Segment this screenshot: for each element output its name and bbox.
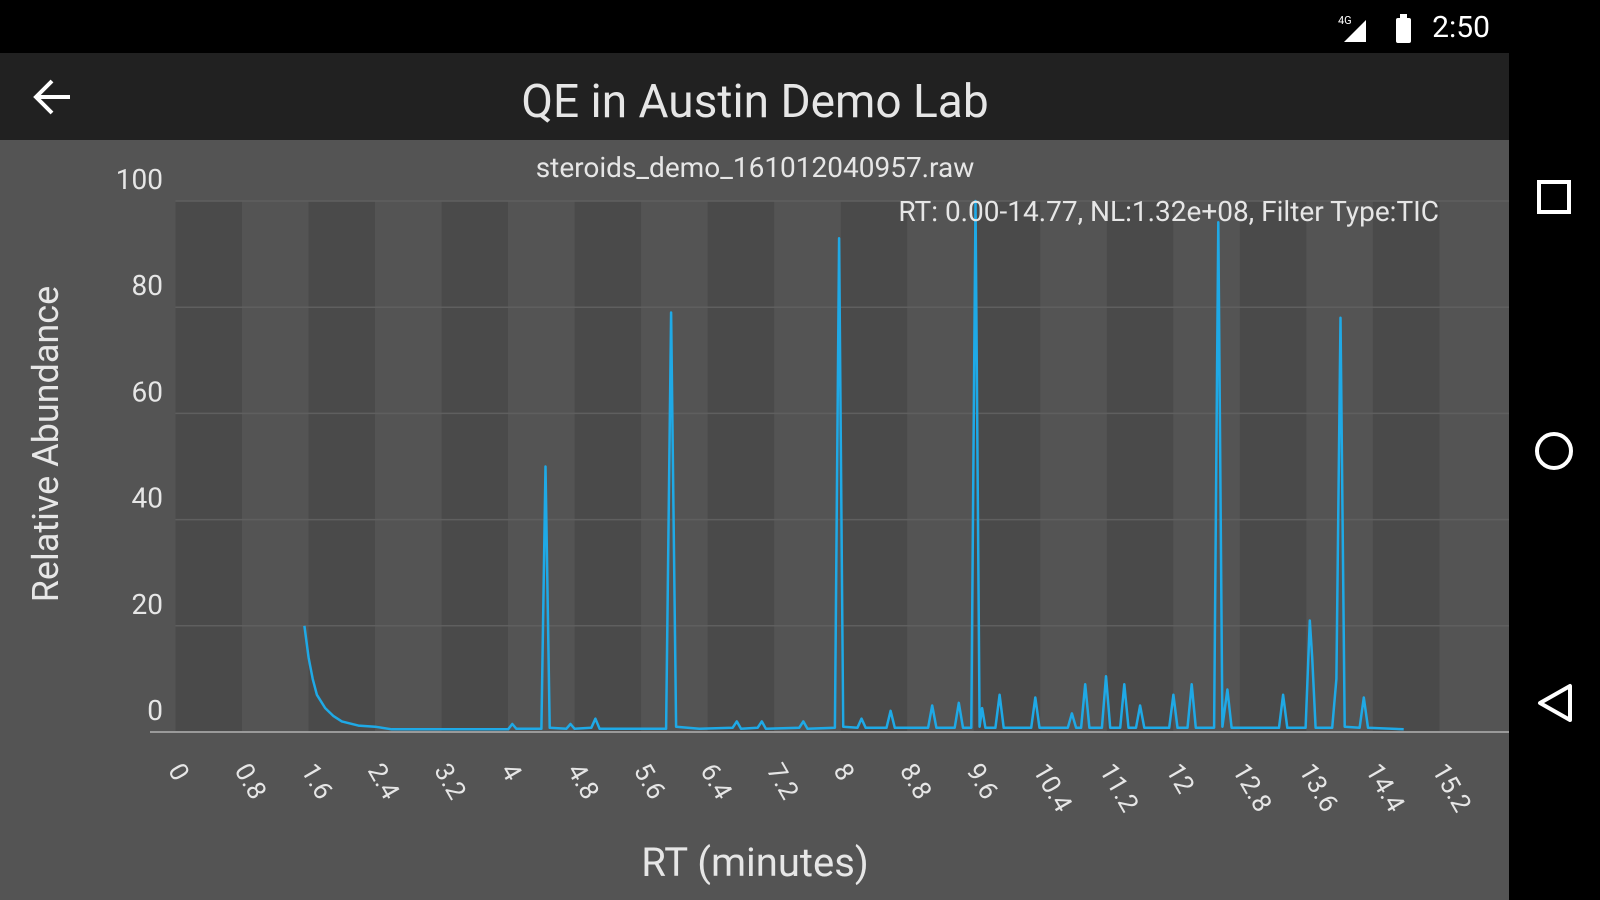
grid-band: [574, 201, 642, 732]
status-icons: 4G: [1338, 14, 1411, 43]
y-axis-label: Relative Abundance: [25, 286, 67, 603]
chart-title: steroids_demo_161012040957.raw: [536, 151, 975, 184]
grid-band: [840, 201, 908, 732]
back-button[interactable]: [33, 79, 70, 115]
status-time: 2:50: [1432, 10, 1490, 45]
y-tick-label: 0: [147, 694, 163, 727]
y-tick-label: 20: [132, 588, 163, 621]
x-axis-label: RT (minutes): [641, 839, 869, 886]
grid-band: [308, 201, 376, 732]
grid-band: [973, 201, 1041, 732]
recents-button[interactable]: [1537, 180, 1571, 214]
grid-band: [175, 201, 243, 732]
chart-subtitle: RT: 0.00-14.77, NL:1.32e+08, Filter Type…: [898, 195, 1439, 228]
grid-band: [441, 201, 509, 732]
status-bar: [0, 0, 1600, 53]
back-nav-button[interactable]: [1538, 684, 1572, 722]
grid-band: [1106, 201, 1174, 732]
nav-bar: [1509, 53, 1600, 900]
network-type: 4G: [1338, 14, 1352, 27]
grid-band: [774, 201, 841, 732]
grid-band: [1040, 201, 1107, 732]
tic-trace: [303, 199, 1404, 731]
toolbar-title: QE in Austin Demo Lab: [521, 75, 988, 129]
grid-band: [707, 201, 775, 732]
grid-band: [1239, 201, 1307, 732]
grid-band: [375, 201, 442, 732]
y-tick-label: 80: [132, 269, 163, 302]
grid-band: [242, 201, 309, 732]
y-tick-label: 60: [132, 375, 163, 408]
y-tick-label: 100: [116, 163, 163, 196]
grid-band: [907, 201, 974, 732]
grid-band: [508, 201, 575, 732]
grid-band: [1173, 201, 1240, 732]
home-button[interactable]: [1535, 432, 1573, 470]
toolbar: [0, 53, 1509, 140]
grid-band: [1372, 201, 1440, 732]
grid-band: [1439, 201, 1506, 732]
y-tick-label: 40: [132, 482, 163, 515]
